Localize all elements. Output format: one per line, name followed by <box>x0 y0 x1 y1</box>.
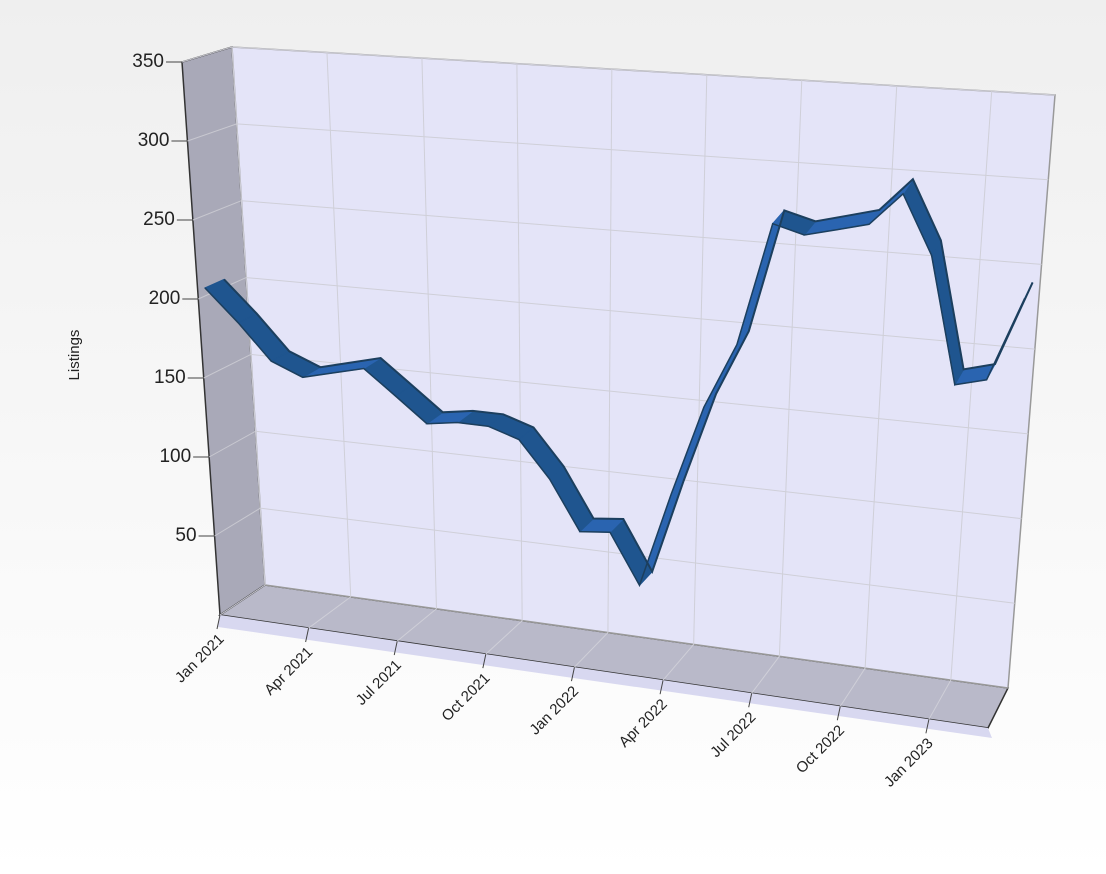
grid-line <box>231 46 1056 96</box>
line <box>223 177 1034 575</box>
grid-line <box>574 632 609 668</box>
y-tick-label: 300 <box>138 130 170 151</box>
grid-line <box>778 80 803 657</box>
grid-line <box>485 620 523 655</box>
grid-line <box>662 644 695 681</box>
grid-line <box>950 91 993 681</box>
grid-line <box>308 596 352 629</box>
grid-line <box>607 69 613 633</box>
x-tick <box>216 614 221 630</box>
grid-line <box>192 200 242 221</box>
x-tick <box>305 627 310 643</box>
y-tick-label: 50 <box>175 525 196 546</box>
y-tick-label: 150 <box>154 367 186 388</box>
line-front-edge <box>204 192 1026 588</box>
grid-line <box>187 123 237 142</box>
grid-line <box>236 123 1049 181</box>
y-tick-label: 100 <box>159 446 191 467</box>
grid-line <box>839 667 866 707</box>
floor-edge <box>218 615 992 738</box>
y-tick-label: 200 <box>149 288 181 309</box>
grid-line <box>421 58 437 609</box>
grid-line <box>181 46 233 63</box>
grid-line <box>219 584 266 616</box>
grid-line <box>693 74 708 645</box>
x-tick <box>659 680 664 695</box>
grid-line <box>326 52 352 597</box>
x-tick <box>925 719 930 734</box>
x-tick <box>393 640 398 656</box>
x-tick <box>748 693 753 708</box>
grid-line <box>864 85 898 669</box>
y-tick-label: 250 <box>143 209 175 230</box>
grid-line <box>214 507 261 537</box>
y-tick-label: 350 <box>132 51 164 72</box>
grid-line <box>203 353 252 379</box>
grid-line <box>246 277 1035 350</box>
grid-line <box>751 656 780 694</box>
grid-line <box>396 608 437 642</box>
x-tick <box>836 706 841 721</box>
grid-line <box>208 430 256 458</box>
grid-line <box>255 430 1022 520</box>
x-tick <box>482 654 487 669</box>
x-tick <box>570 667 575 682</box>
grid-line <box>928 679 952 720</box>
y-axis-label: Listings <box>66 330 83 381</box>
grid-line <box>241 200 1042 265</box>
grid-line <box>516 63 523 621</box>
